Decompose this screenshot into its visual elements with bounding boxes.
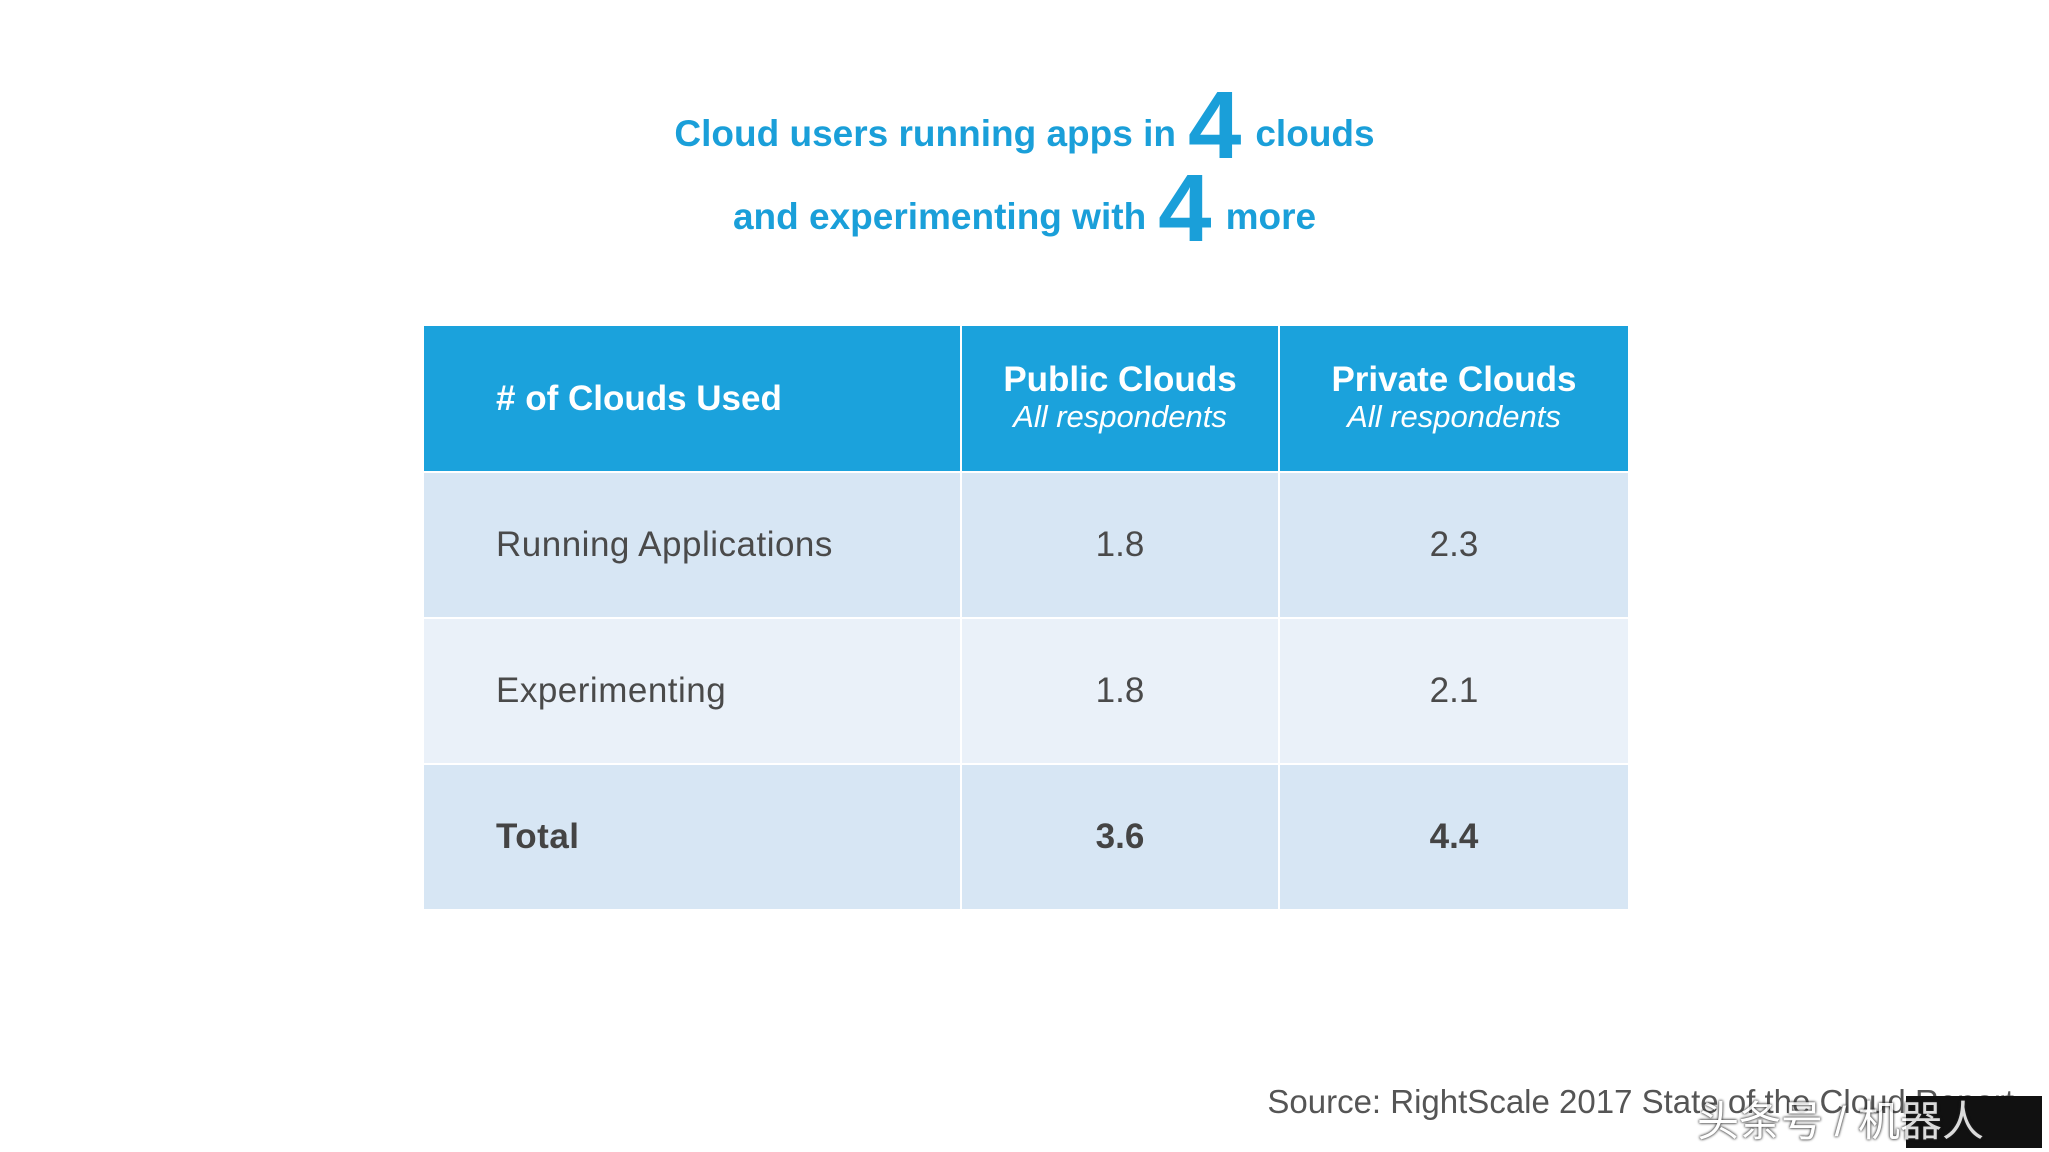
headline-line-1-prefix: Cloud users running apps in [674,113,1176,154]
cell-total-private: 4.4 [1278,763,1630,911]
header-public-clouds: Public Clouds All respondents [960,324,1280,473]
table-row: Running Applications 1.8 2.3 [422,471,1630,619]
cell-running-public: 1.8 [960,471,1280,619]
header-private-clouds: Private Clouds All respondents [1278,324,1630,473]
table-row-total: Total 3.6 4.4 [422,763,1630,911]
header-private-clouds-subtitle: All respondents [1347,399,1561,435]
header-clouds-used: # of Clouds Used [422,324,962,473]
row-label-running-applications: Running Applications [422,471,962,619]
cell-total-public: 3.6 [960,763,1280,911]
headline-line-2-prefix: and experimenting with [732,196,1147,237]
headline-line-2: and experimenting with 4 more [0,161,2049,257]
clouds-table: # of Clouds Used Public Clouds All respo… [422,324,1630,911]
header-public-clouds-title: Public Clouds [1003,360,1237,400]
header-public-clouds-subtitle: All respondents [1013,399,1227,435]
row-label-total: Total [422,763,962,911]
header-private-clouds-title: Private Clouds [1331,360,1577,400]
cell-running-private: 2.3 [1278,471,1630,619]
cell-experimenting-private: 2.1 [1278,617,1630,765]
source-note: Source: RightScale 2017 State of the Clo… [1267,1083,2014,1120]
headline-line-1-number: 4 [1187,72,1242,179]
table-header-row: # of Clouds Used Public Clouds All respo… [422,324,1630,473]
headline-line-1-suffix: clouds [1255,113,1375,154]
headline-line-2-suffix: more [1225,196,1317,237]
watermark-logo [1906,1096,2042,1148]
headline-line-2-number: 4 [1158,155,1212,262]
watermark-text: 头条号 / 机器人 [1697,1098,1985,1145]
headline-line-1: Cloud users running apps in 4 clouds [0,78,2049,174]
row-label-experimenting: Experimenting [422,617,962,765]
header-clouds-used-title: # of Clouds Used [496,378,782,418]
cell-experimenting-public: 1.8 [960,617,1280,765]
table-row: Experimenting 1.8 2.1 [422,617,1630,765]
